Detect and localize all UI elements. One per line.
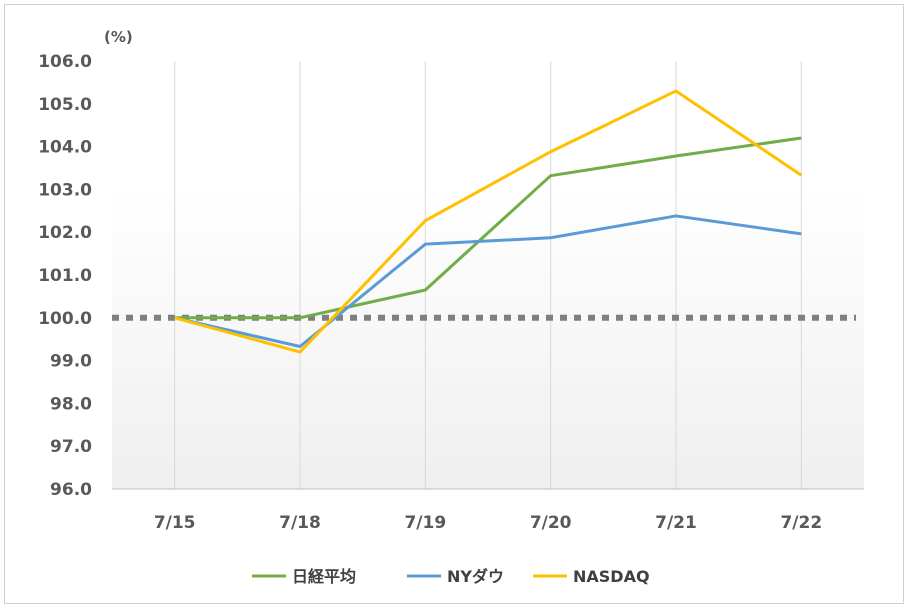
y-tick-label: 96.0 [50,480,92,500]
y-axis-unit-label: (%) [104,28,133,46]
y-tick-label: 106.0 [38,52,92,72]
x-axis-ticks: 7/15 7/18 7/19 7/20 7/21 7/22 [154,513,822,533]
y-axis-ticks: 96.0 97.0 98.0 99.0 100.0 101.0 102.0 103.0 104.… [38,52,92,500]
y-tick-label: 100.0 [38,309,92,329]
x-tick-label: 7/15 [154,513,196,533]
y-tick-label: 97.0 [50,437,92,457]
x-tick-label: 7/21 [655,513,697,533]
y-tick-label: 104.0 [38,138,92,158]
series-line-3 [174,89,803,354]
y-tick-label: 98.0 [50,394,92,414]
series-line-1 [174,136,802,320]
series-line-2 [174,214,802,348]
vertical-gridlines [174,61,802,489]
y-tick-label: 103.0 [38,180,92,200]
legend: 日経平均 NYダウ NASDAQ [252,567,650,586]
y-tick-label: 105.0 [38,95,92,115]
y-tick-label: 102.0 [38,223,92,243]
series-lines [174,89,803,354]
x-tick-label: 7/18 [279,513,321,533]
y-tick-label: 101.0 [38,266,92,286]
x-tick-label: 7/22 [780,513,822,533]
legend-label-1: 日経平均 [292,567,356,586]
y-tick-label: 99.0 [50,352,92,372]
legend-label-3: NASDAQ [573,567,650,586]
legend-label-2: NYダウ [447,567,504,586]
x-tick-label: 7/20 [530,513,572,533]
x-tick-label: 7/19 [404,513,446,533]
plot-area [112,61,864,489]
